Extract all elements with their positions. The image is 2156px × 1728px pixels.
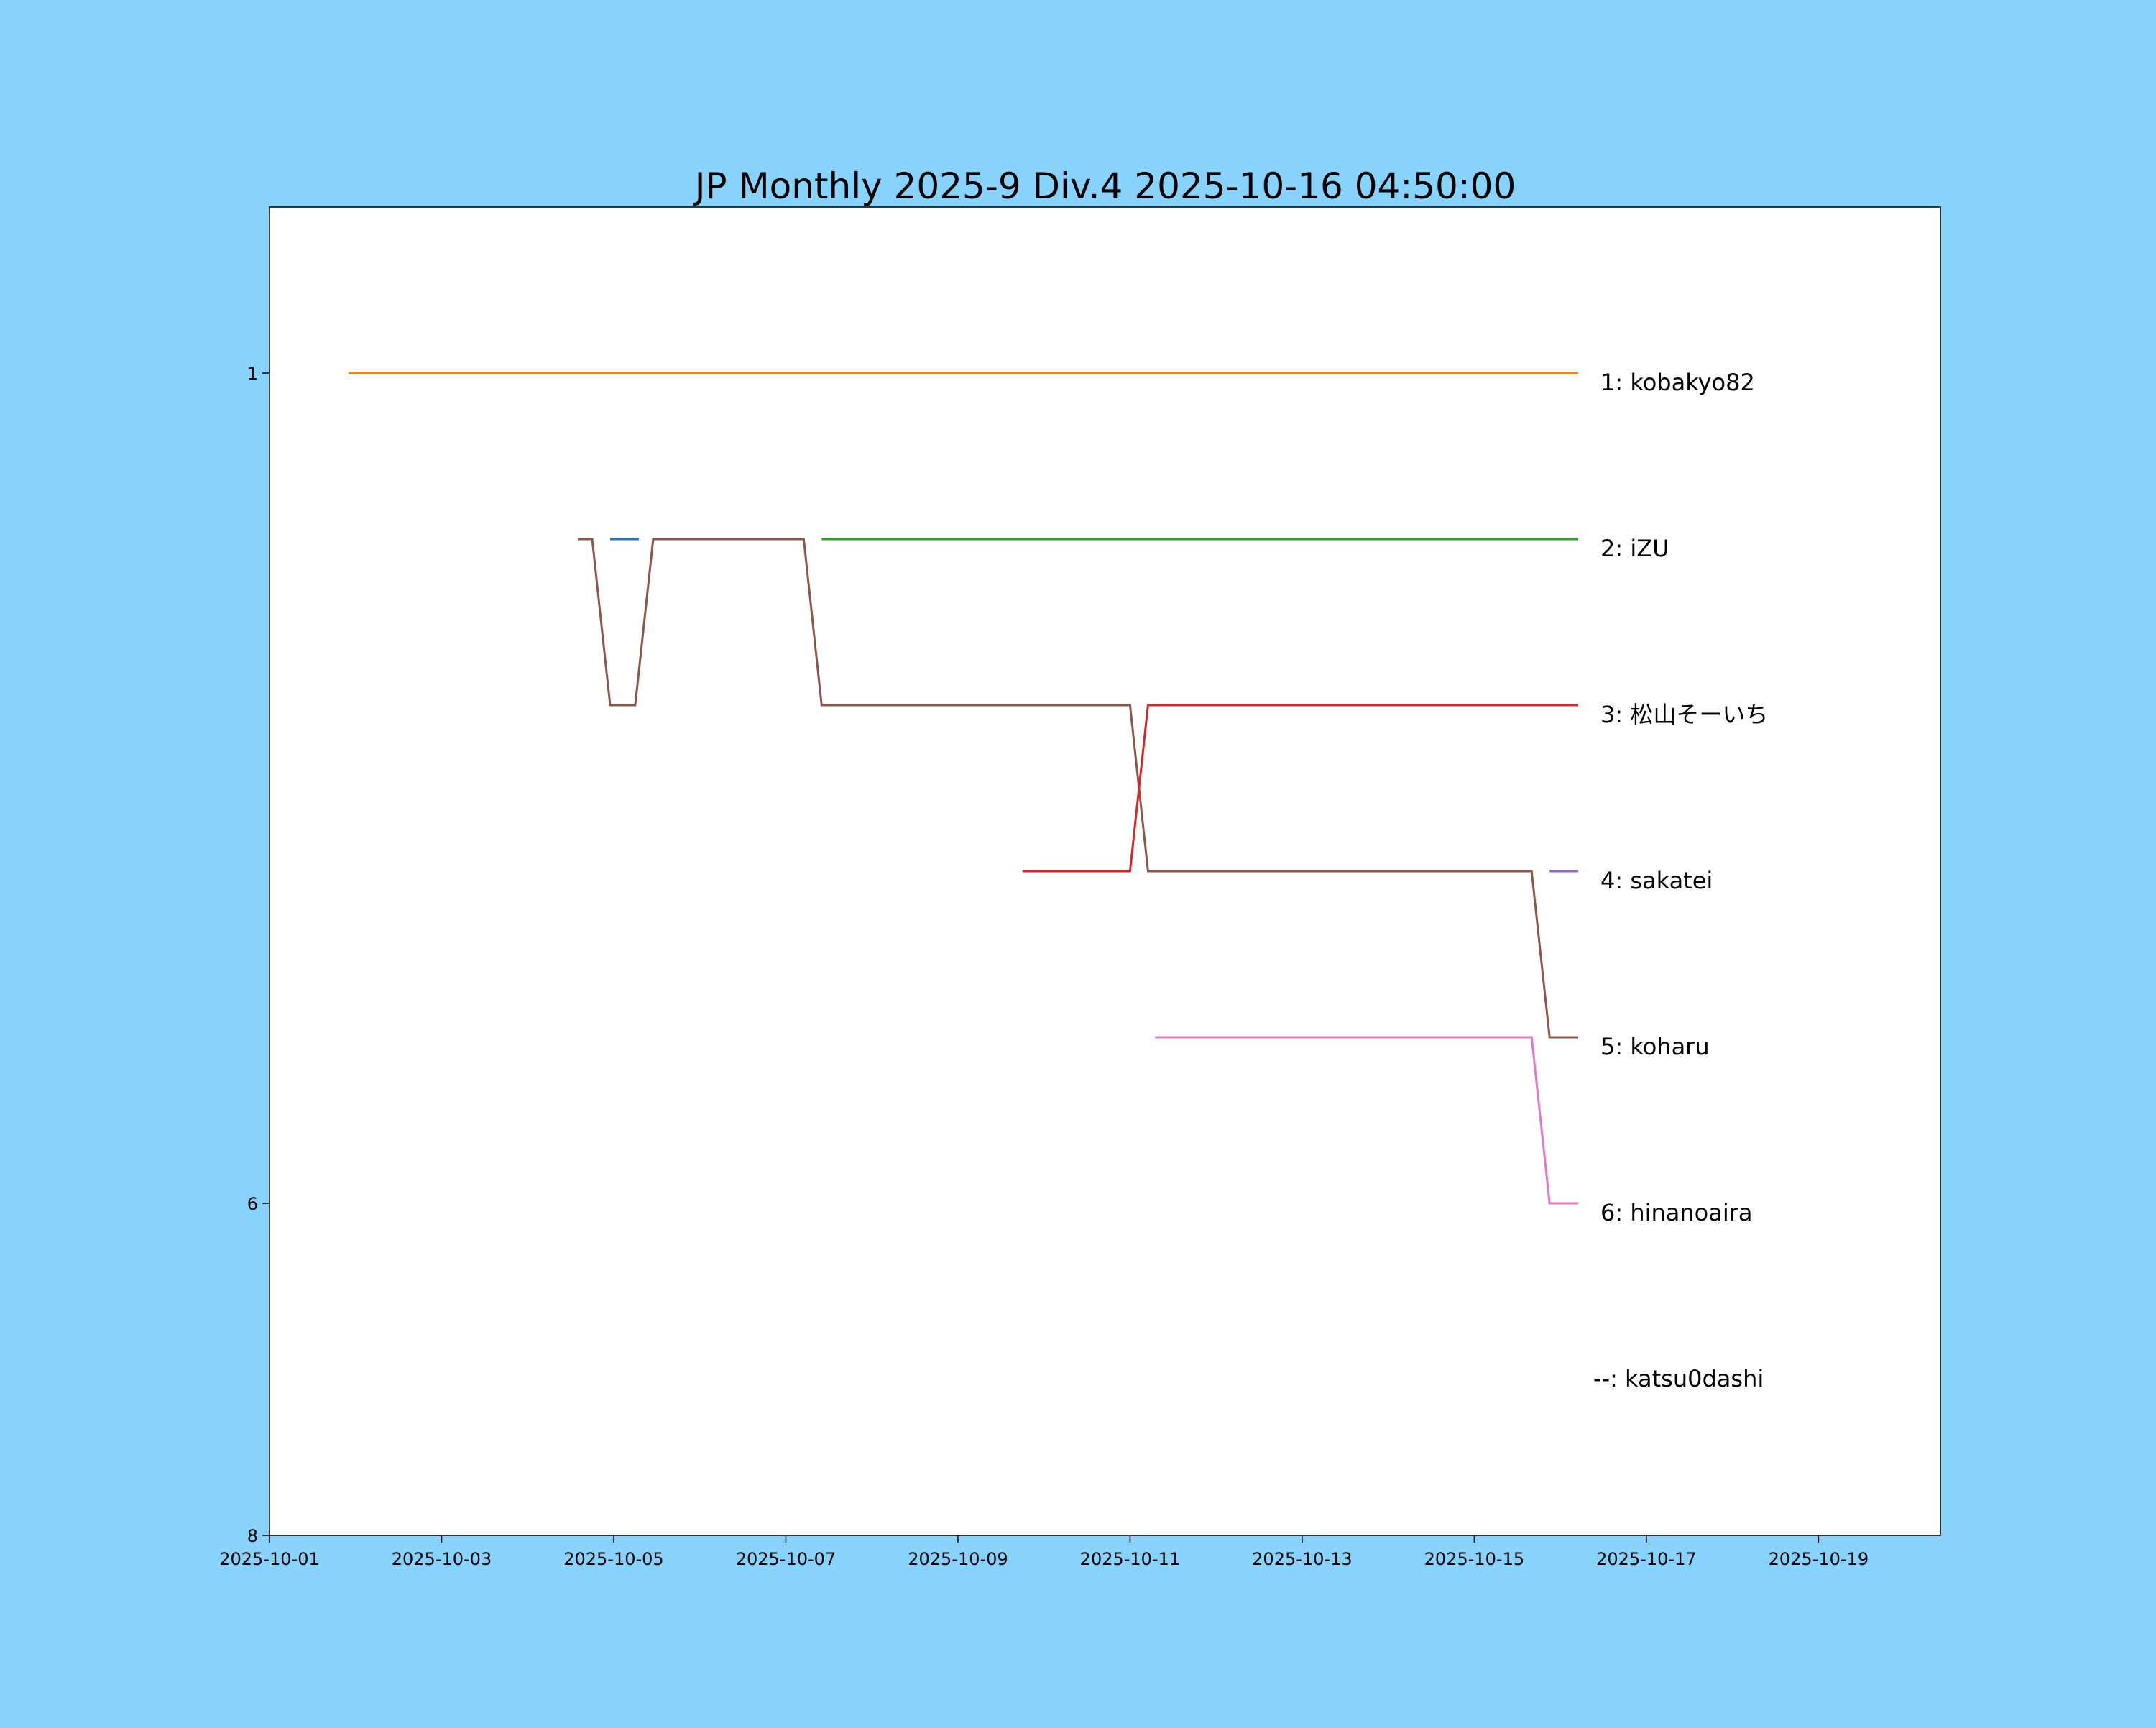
- annotation-layer: 1: kobakyo82 2: iZU 3: 松山そーいち 4: sakatei 5: …: [1593, 369, 1768, 1392]
- x-tick-label: 2025-10-13: [1252, 1549, 1352, 1569]
- y-tick-label: 1: [247, 364, 258, 384]
- x-tick-label: 2025-10-09: [908, 1549, 1008, 1569]
- series-layer: [348, 372, 1579, 1205]
- rank-label: 2: iZU: [1600, 535, 1669, 562]
- rank-label: 4: sakatei: [1600, 867, 1713, 894]
- x-tick-label: 2025-10-05: [563, 1549, 663, 1569]
- series-line-4--: [1022, 704, 1579, 873]
- chart-title: JP Monthly 2025-9 Div.4 2025-10-16 04:50…: [693, 165, 1516, 207]
- x-tick-label: 2025-10-11: [1080, 1549, 1180, 1569]
- x-tick-label: 2025-10-19: [1769, 1549, 1869, 1569]
- series-line-1-koharu: [578, 538, 1579, 1039]
- x-tick-label: 2025-10-07: [736, 1549, 836, 1569]
- x-tick-label: 2025-10-15: [1424, 1549, 1524, 1569]
- rank-label: 5: koharu: [1600, 1033, 1710, 1060]
- y-tick-label: 6: [247, 1194, 258, 1214]
- series-line-6-hinanoaira: [1155, 1036, 1579, 1205]
- x-tick-label: 2025-10-03: [392, 1549, 492, 1569]
- rank-label: 1: kobakyo82: [1600, 369, 1755, 396]
- rank-label: --: katsu0dashi: [1593, 1365, 1764, 1392]
- y-axis: 1 6 8: [247, 364, 270, 1546]
- x-tick-label: 2025-10-17: [1596, 1549, 1696, 1569]
- rank-label: 3: 松山そーいち: [1600, 701, 1768, 728]
- x-tick-label: 2025-10-01: [219, 1549, 319, 1569]
- rank-label: 6: hinanoaira: [1600, 1199, 1753, 1226]
- y-tick-label: 8: [247, 1526, 258, 1546]
- x-axis: 2025-10-01 2025-10-03 2025-10-05 2025-10-07…: [219, 1535, 1869, 1569]
